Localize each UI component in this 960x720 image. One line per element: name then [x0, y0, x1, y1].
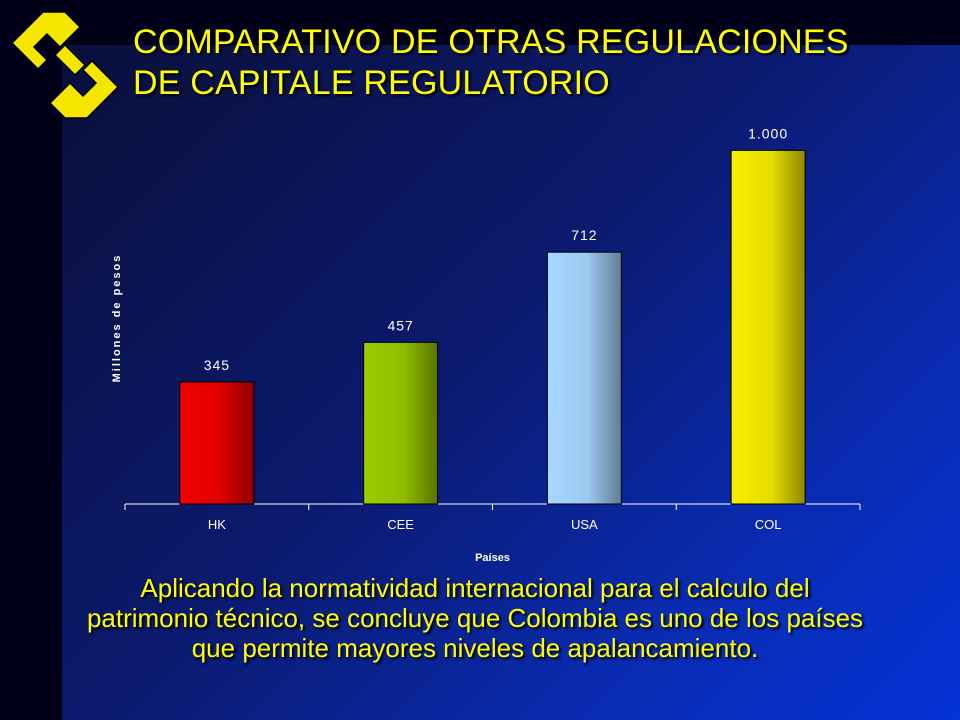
x-axis-title: Países [475, 552, 510, 564]
data-label: 457 [387, 317, 413, 333]
conclusion-text: Aplicando la normatividad internacional … [86, 573, 864, 663]
company-logo-icon [10, 11, 120, 119]
y-axis-title: Millones de pesos [111, 254, 123, 383]
bar-cee [363, 341, 439, 505]
slide-title: COMPARATIVO DE OTRAS REGULACIONES DE CAP… [133, 22, 849, 104]
x-tick-label: HK [208, 517, 226, 532]
slide-title-line-1: COMPARATIVO DE OTRAS REGULACIONES [133, 23, 849, 61]
data-label: 1.000 [748, 125, 788, 141]
slide-title-line-2: DE CAPITALE REGULATORIO [133, 64, 610, 102]
x-tick-label: CEE [387, 517, 414, 532]
bar-hk [179, 381, 255, 505]
x-tick-label: COL [755, 517, 782, 532]
x-tick-label: USA [571, 517, 598, 532]
data-label: 712 [571, 227, 597, 243]
data-label: 345 [204, 357, 230, 373]
bar-usa [546, 251, 622, 505]
bar-col [730, 149, 806, 505]
